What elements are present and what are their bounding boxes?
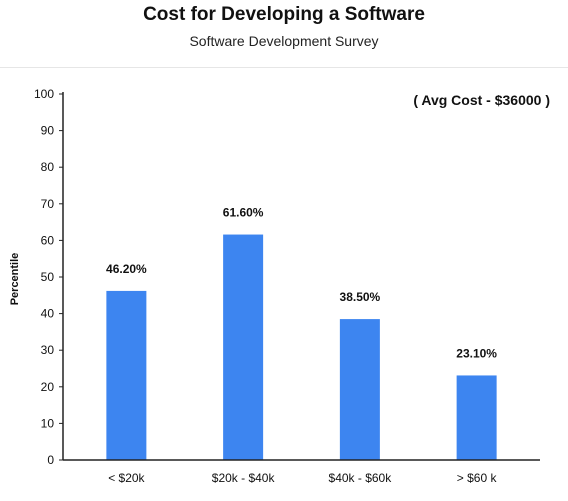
bar bbox=[106, 290, 147, 460]
y-tick-label: 50 bbox=[41, 270, 55, 284]
category-labels: < $20k $20k - $40k $40k - $60k > $60 k bbox=[108, 471, 497, 485]
y-tick-label: 60 bbox=[41, 233, 55, 247]
x-category-label: $40k - $60k bbox=[329, 471, 393, 485]
chart-title: Cost for Developing a Software bbox=[143, 4, 425, 25]
x-category-label: > $60 k bbox=[457, 471, 498, 485]
x-category-label: $20k - $40k bbox=[212, 471, 276, 485]
bar-data-label: 38.50% bbox=[340, 290, 381, 304]
title-divider bbox=[0, 67, 568, 68]
y-axis-ticks: 0 10 20 30 40 50 60 70 80 90 100 bbox=[34, 87, 63, 467]
bar-data-label: 23.10% bbox=[456, 346, 497, 360]
y-tick-label: 70 bbox=[41, 197, 55, 211]
y-axis-title: Percentile bbox=[9, 253, 21, 306]
bar bbox=[456, 375, 497, 460]
bars bbox=[106, 234, 497, 460]
y-tick-label: 100 bbox=[34, 87, 54, 101]
y-tick-label: 40 bbox=[41, 307, 55, 321]
y-tick-label: 10 bbox=[41, 416, 55, 430]
y-tick-label: 90 bbox=[41, 124, 55, 138]
y-tick-label: 80 bbox=[41, 160, 55, 174]
y-tick-label: 30 bbox=[41, 343, 55, 357]
bar-data-label: 46.20% bbox=[106, 262, 147, 276]
y-tick-label: 20 bbox=[41, 380, 55, 394]
bar bbox=[223, 234, 264, 460]
avg-cost-annotation: ( Avg Cost - $36000 ) bbox=[413, 92, 550, 108]
bar-data-label: 61.60% bbox=[223, 206, 264, 220]
chart-subtitle: Software Development Survey bbox=[189, 33, 379, 49]
bar bbox=[339, 319, 380, 460]
y-tick-label: 0 bbox=[47, 453, 54, 467]
data-labels: 46.20% 61.60% 38.50% 23.10% bbox=[106, 206, 497, 361]
x-category-label: < $20k bbox=[108, 471, 145, 485]
